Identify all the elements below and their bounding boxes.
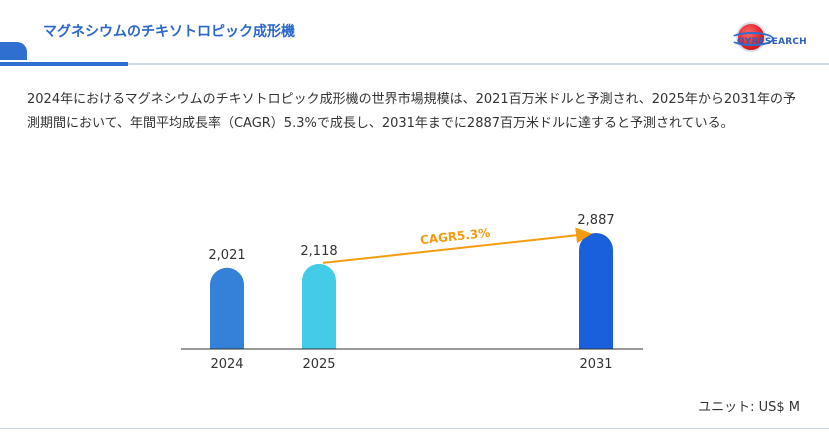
x-tick-2031: 2031 bbox=[579, 357, 612, 372]
bar-2024 bbox=[210, 267, 244, 349]
title-rule bbox=[0, 63, 829, 65]
cagr-label: CAGR5.3% bbox=[419, 226, 491, 248]
x-tick-2025: 2025 bbox=[302, 357, 335, 372]
title-rule-accent bbox=[0, 62, 128, 66]
unit-label: ユニット: US$ M bbox=[698, 400, 800, 415]
value-label-2024: 2,021 bbox=[208, 248, 245, 263]
value-label-2025: 2,118 bbox=[300, 244, 337, 259]
title-tab-block bbox=[0, 42, 27, 60]
page-title: マグネシウムのチキソトロピック成形機 bbox=[43, 24, 295, 40]
value-label-2031: 2,887 bbox=[577, 213, 614, 228]
logo-text: QYRESEARCH bbox=[737, 37, 807, 47]
bottom-rule bbox=[0, 428, 829, 429]
cagr-arrow bbox=[322, 227, 592, 264]
bar-2025 bbox=[302, 263, 336, 349]
header: マグネシウムのチキソトロピック成形機 QYRESEARCH bbox=[0, 0, 829, 72]
bar-2031 bbox=[579, 233, 613, 349]
qyresearch-logo: QYRESEARCH bbox=[725, 20, 817, 60]
logo-ring bbox=[730, 32, 774, 46]
summary-text: 2024年におけるマグネシウムのチキソトロピック成形機の世界市場規模は、2021… bbox=[27, 92, 796, 131]
x-tick-2024: 2024 bbox=[210, 357, 243, 372]
